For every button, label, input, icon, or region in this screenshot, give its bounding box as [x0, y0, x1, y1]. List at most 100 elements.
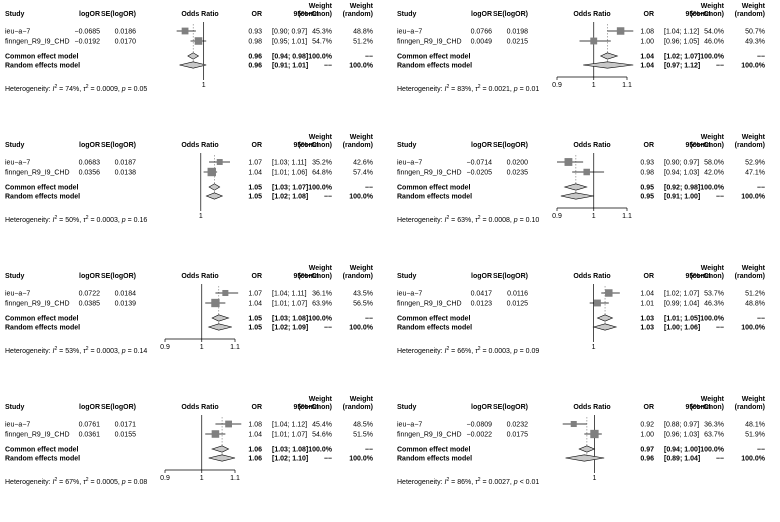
study-name: finngen_R9_I9_CHD: [397, 432, 462, 439]
common-effect-weight-common: 100.0%: [700, 54, 725, 61]
common-effect-weight-common: 100.0%: [308, 447, 333, 454]
study-or: 1.04: [248, 301, 262, 308]
study-ci: [0.94; 1.03]: [664, 170, 699, 177]
common-effect-or: 1.05: [248, 185, 262, 192]
x-axis-tick-label: 1: [592, 213, 596, 220]
common-effect-weight-common: 100.0%: [700, 316, 725, 323]
header-se: SE(logOR): [101, 273, 136, 280]
header-weight-random: Weight: [350, 3, 374, 10]
random-effect-ci: [1.02; 1.09]: [272, 325, 308, 332]
study-ci: [0.88; 0.97]: [664, 422, 699, 429]
header-logor: logOR: [471, 404, 492, 411]
header-weight-random-sub: (random): [343, 11, 373, 18]
study-weight-common: 63.9%: [312, 301, 332, 308]
study-ci: [1.02; 1.07]: [664, 291, 699, 298]
study-se: 0.0186: [115, 29, 137, 36]
study-name: finngen_R9_I9_CHD: [5, 39, 70, 46]
study-ci: [0.99; 1.04]: [664, 301, 699, 308]
header-study: Study: [5, 404, 25, 411]
study-or: 0.92: [640, 422, 654, 429]
study-name: ieu−a−7: [397, 29, 422, 36]
common-effect-weight-random: −−: [365, 447, 373, 454]
study-weight-random: 47.1%: [745, 170, 765, 177]
study-logor: 0.0761: [79, 422, 101, 429]
header-weight-random-sub: (random): [343, 404, 373, 411]
study-weight-common: 54.7%: [312, 39, 332, 46]
common-effect-diamond: [596, 314, 614, 322]
study-or: 1.00: [640, 39, 654, 46]
study-logor: −0.0205: [467, 170, 493, 177]
study-name: ieu−a−7: [397, 291, 422, 298]
study-name: finngen_R9_I9_CHD: [5, 170, 70, 177]
study-weight-common: 53.7%: [704, 291, 724, 298]
study-name: ieu−a−7: [397, 160, 422, 167]
study-name: ieu−a−7: [5, 29, 30, 36]
header-study: Study: [397, 142, 417, 149]
header-ci: 95%−CI: [685, 142, 710, 149]
random-effect-ci: [1.02; 1.10]: [272, 456, 308, 463]
study-weight-common: 58.0%: [704, 160, 724, 167]
study-logor: 0.0683: [79, 160, 101, 167]
random-effect-or: 1.03: [640, 325, 654, 332]
study-or: 1.01: [640, 301, 654, 308]
random-effect-weight-random: 100.0%: [741, 456, 766, 463]
study-logor: 0.0356: [79, 170, 101, 177]
study-se: 0.0200: [507, 160, 529, 167]
common-effect-ci: [0.94; 1.00]: [664, 447, 700, 454]
header-odds-ratio: Odds Ratio: [573, 11, 610, 18]
random-effect-label: Random effects model: [5, 456, 80, 463]
study-weight-random: 56.5%: [353, 301, 373, 308]
common-effect-diamond: [208, 183, 221, 191]
study-ci: [1.04; 1.12]: [272, 422, 307, 429]
header-weight-common: Weight: [309, 396, 333, 403]
x-axis-tick-label: 0.9: [160, 344, 170, 351]
header-weight-random-sub: (random): [343, 142, 373, 149]
study-weight-square: [583, 168, 590, 176]
common-effect-ci: [1.02; 1.07]: [664, 54, 700, 61]
header-ci: 95%−CI: [293, 11, 318, 18]
common-effect-weight-common: 100.0%: [700, 185, 725, 192]
study-se: 0.0175: [507, 432, 529, 439]
study-or: 1.07: [248, 291, 262, 298]
study-se: 0.0125: [507, 301, 529, 308]
header-or: OR: [644, 404, 655, 411]
header-weight-common: Weight: [701, 134, 725, 141]
study-weight-square: [564, 158, 573, 166]
random-effect-or: 0.95: [640, 194, 654, 201]
common-effect-label: Common effect model: [397, 185, 471, 192]
study-or: 1.04: [640, 291, 654, 298]
common-effect-weight-random: −−: [365, 316, 373, 323]
header-ci: 95%−CI: [293, 404, 318, 411]
header-ci: 95%−CI: [685, 273, 710, 280]
header-se: SE(logOR): [493, 11, 528, 18]
study-weight-common: 46.0%: [704, 39, 724, 46]
header-logor: logOR: [79, 273, 100, 280]
common-effect-weight-random: −−: [365, 54, 373, 61]
random-effect-weight-common: −−: [324, 63, 332, 70]
study-ci: [0.96; 1.05]: [664, 39, 699, 46]
study-se: 0.0232: [507, 422, 529, 429]
header-weight-common-sub: (common): [298, 11, 332, 18]
header-weight-common-sub: (common): [690, 273, 724, 280]
random-effect-label: Random effects model: [397, 456, 472, 463]
common-effect-or: 0.95: [640, 185, 654, 192]
study-ci: [0.90; 0.97]: [272, 29, 307, 36]
common-effect-diamond: [187, 52, 200, 60]
study-weight-square: [590, 37, 598, 45]
study-name: ieu−a−7: [397, 422, 422, 429]
study-se: 0.0215: [507, 39, 529, 46]
header-weight-random: Weight: [742, 134, 766, 141]
header-ci: 95%−CI: [293, 142, 318, 149]
header-weight-common-sub: (common): [690, 142, 724, 149]
study-weight-random: 51.2%: [353, 39, 373, 46]
header-odds-ratio: Odds Ratio: [573, 273, 610, 280]
study-weight-common: 54.0%: [704, 29, 724, 36]
study-weight-square: [211, 298, 220, 308]
study-or: 1.08: [248, 422, 262, 429]
random-effect-weight-common: −−: [716, 194, 724, 201]
random-effect-weight-random: 100.0%: [349, 63, 374, 70]
random-effect-weight-common: −−: [716, 63, 724, 70]
header-weight-common-sub: (common): [298, 273, 332, 280]
common-effect-weight-common: 100.0%: [308, 54, 333, 61]
random-effect-label: Random effects model: [397, 63, 472, 70]
